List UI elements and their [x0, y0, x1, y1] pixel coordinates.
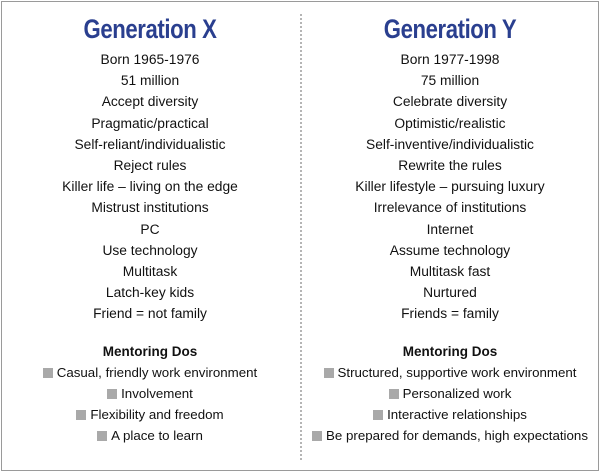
mentoring-do-item: A place to learn: [2, 425, 298, 446]
trait-item: Rewrite the rules: [398, 156, 502, 173]
trait-item: Killer life – living on the edge: [62, 178, 238, 195]
mentoring-do-text: Personalized work: [402, 386, 512, 402]
square-bullet-icon: [97, 431, 108, 442]
trait-item: Internet: [426, 220, 474, 237]
trait-item: Self-inventive/individualistic: [366, 135, 534, 152]
trait-item: Multitask: [122, 262, 178, 279]
mentoring-do-text: Be prepared for demands, high expectatio…: [326, 428, 588, 444]
trait-item: Irrelevance of institutions: [373, 199, 527, 216]
trait-item: Friends = family: [401, 305, 499, 322]
trait-item: Born 1965-1976: [100, 51, 200, 67]
mentoring-do-text: Flexibility and freedom: [90, 407, 224, 423]
mentoring-do-item: Structured, supportive work environment: [302, 362, 598, 383]
square-bullet-icon: [388, 389, 399, 400]
square-bullet-icon: [323, 368, 334, 379]
generation-x-column: Generation X Born 1965-1976 51 million A…: [2, 2, 298, 470]
trait-item: 51 million: [120, 72, 180, 89]
trait-item: Mistrust institutions: [91, 199, 209, 216]
mentoring-do-item: Casual, friendly work environment: [2, 362, 298, 383]
mentoring-do-text: Casual, friendly work environment: [56, 365, 258, 381]
generation-x-title: Generation X: [83, 14, 217, 44]
trait-item: Friend = not family: [93, 305, 207, 322]
trait-item: Reject rules: [113, 156, 187, 173]
square-bullet-icon: [42, 368, 53, 379]
trait-item: Nurtured: [423, 284, 477, 301]
trait-item: PC: [140, 220, 160, 237]
mentoring-do-text: Structured, supportive work environment: [337, 365, 577, 381]
generation-y-column: Generation Y Born 1977-1998 75 million C…: [302, 2, 598, 470]
mentoring-do-text: Interactive relationships: [387, 407, 527, 423]
mentoring-do-item: Interactive relationships: [302, 404, 598, 425]
generation-y-traits: Born 1977-1998 75 million Celebrate dive…: [302, 49, 598, 324]
generation-y-title: Generation Y: [383, 14, 517, 44]
trait-item: Pragmatic/practical: [91, 114, 209, 131]
trait-item: Self-reliant/individualistic: [74, 135, 226, 152]
mentoring-do-text: A place to learn: [111, 428, 203, 444]
square-bullet-icon: [312, 431, 322, 442]
mentoring-dos-heading: Mentoring Dos: [402, 344, 498, 360]
mentoring-do-item: Personalized work: [302, 383, 598, 404]
trait-item: Born 1977-1998: [400, 51, 500, 67]
column-divider: [300, 14, 302, 460]
square-bullet-icon: [76, 410, 87, 421]
mentoring-do-text: Involvement: [121, 386, 193, 402]
trait-item: Latch-key kids: [105, 284, 195, 301]
trait-item: Celebrate diversity: [392, 93, 508, 110]
trait-item: Accept diversity: [101, 93, 199, 110]
mentoring-do-item: Flexibility and freedom: [2, 404, 298, 425]
trait-item: Optimistic/realistic: [394, 114, 506, 131]
trait-item: Killer lifestyle – pursuing luxury: [355, 178, 545, 195]
square-bullet-icon: [373, 410, 384, 421]
trait-item: Multitask fast: [409, 262, 491, 279]
generation-x-traits: Born 1965-1976 51 million Accept diversi…: [2, 49, 298, 324]
trait-item: 75 million: [420, 72, 480, 89]
mentoring-do-item: Be prepared for demands, high expectatio…: [302, 425, 598, 446]
trait-item: Use technology: [102, 241, 198, 258]
generation-x-mentoring-dos: Casual, friendly work environment Involv…: [2, 362, 298, 446]
generation-y-mentoring-dos: Structured, supportive work environment …: [302, 362, 598, 446]
mentoring-do-item: Involvement: [2, 383, 298, 404]
square-bullet-icon: [107, 389, 118, 400]
trait-item: Assume technology: [389, 241, 511, 258]
mentoring-dos-heading: Mentoring Dos: [102, 344, 198, 360]
